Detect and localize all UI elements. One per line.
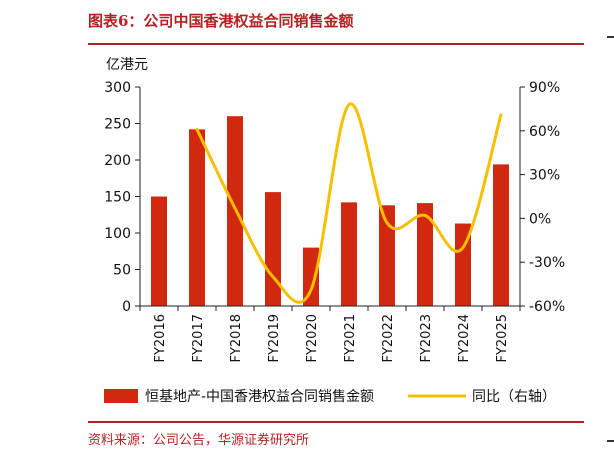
yoy-growth-line xyxy=(195,102,503,304)
bar-FY2016 xyxy=(151,196,167,306)
bar-FY2023 xyxy=(417,203,433,306)
x-tick-label: FY2024 xyxy=(457,314,472,363)
left-tick-label: 200 xyxy=(104,153,131,169)
bar-FY2025 xyxy=(493,164,509,306)
source-note: 资料来源：公司公告，华源证券研究所 xyxy=(88,433,310,448)
x-tick-label: FY2023 xyxy=(419,314,434,363)
x-tick-label: FY2025 xyxy=(495,314,510,363)
legend-label-bar: 恒基地产-中国香港权益合同销售金额 xyxy=(145,388,374,405)
x-tick-label: FY2017 xyxy=(191,314,206,363)
right-tick-label: 0% xyxy=(529,211,551,227)
bar-FY2021 xyxy=(341,202,357,306)
edge-mark-bottom xyxy=(607,440,614,442)
right-tick-label: 30% xyxy=(529,168,560,184)
right-tick-label: 90% xyxy=(529,80,560,96)
legend-label-line: 同比（右轴） xyxy=(472,389,556,405)
right-tick-label: -30% xyxy=(529,255,565,271)
left-tick-label: 300 xyxy=(104,80,131,96)
legend-swatch-bar xyxy=(104,389,138,403)
x-tick-label: FY2021 xyxy=(343,314,358,363)
x-tick-label: FY2016 xyxy=(153,314,168,363)
title-divider xyxy=(88,43,584,45)
footer-divider xyxy=(88,421,584,423)
right-tick-label: -60% xyxy=(529,299,565,315)
left-tick-label: 150 xyxy=(104,190,131,206)
x-tick-label: FY2022 xyxy=(381,314,396,363)
x-tick-label: FY2020 xyxy=(305,314,320,363)
x-tick-label: FY2018 xyxy=(229,314,244,363)
bar-FY2020 xyxy=(303,247,319,306)
bar-FY2019 xyxy=(265,192,281,306)
bar-FY2017 xyxy=(189,129,205,306)
chart-title: 图表6：公司中国香港权益合同销售金额 xyxy=(88,12,354,30)
x-tick-label: FY2019 xyxy=(267,314,282,363)
left-axis-unit: 亿港元 xyxy=(106,57,148,73)
bar-FY2024 xyxy=(455,223,471,306)
left-tick-label: 50 xyxy=(113,263,131,279)
right-tick-label: 60% xyxy=(529,124,560,140)
left-tick-label: 250 xyxy=(104,117,131,133)
edge-mark-top xyxy=(607,36,614,38)
left-tick-label: 0 xyxy=(122,299,131,315)
left-tick-label: 100 xyxy=(104,226,131,242)
bar-FY2022 xyxy=(379,205,395,306)
